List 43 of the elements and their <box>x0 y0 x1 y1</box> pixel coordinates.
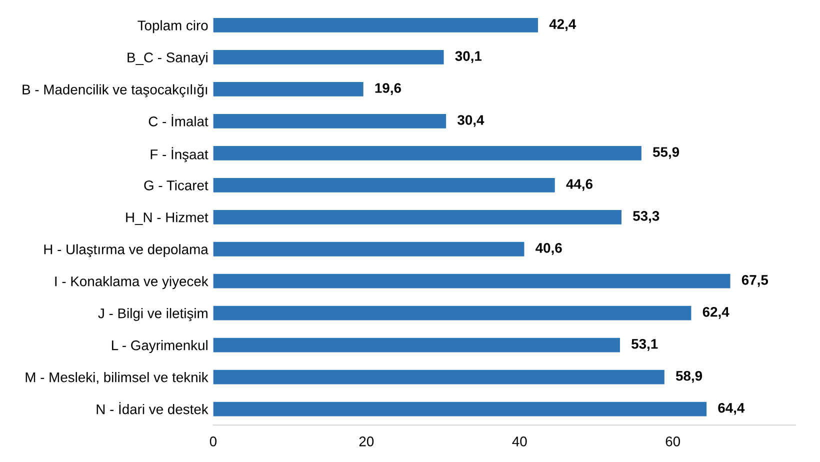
data-label: 58,9 <box>676 370 702 383</box>
bar <box>213 82 364 96</box>
data-label: 44,6 <box>566 179 592 191</box>
data-label: 53,3 <box>633 211 660 223</box>
bar <box>213 210 622 224</box>
y-tick-label: Toplam ciro <box>138 20 208 34</box>
y-tick-label: N - İdari ve destek <box>96 402 208 414</box>
bar <box>213 274 730 288</box>
x-tick-label: 0 <box>210 436 217 446</box>
bar <box>213 402 707 416</box>
data-label: 30,4 <box>458 115 484 127</box>
data-label: 19,6 <box>375 83 401 95</box>
data-label: 55,9 <box>652 147 680 159</box>
x-tick-label: 20 <box>359 436 374 446</box>
y-tick-label: B_C - Sanayi <box>128 52 208 66</box>
y-tick-label: L - Gayrimenkul <box>112 340 208 353</box>
x-tick-label: 60 <box>666 436 680 446</box>
data-label: 30,1 <box>455 51 482 63</box>
y-tick-label: G - Ticaret <box>144 180 208 190</box>
bar <box>213 306 692 320</box>
bar <box>213 18 538 32</box>
y-tick-label: B - Madencilik ve taşocakçılığı <box>22 84 208 98</box>
y-tick-label: I - Konaklama ve yiyecek <box>55 276 208 290</box>
y-tick-label: C - İmalat <box>148 114 208 126</box>
data-label: 40,6 <box>536 243 562 255</box>
bar <box>213 370 664 384</box>
bar <box>213 178 555 192</box>
bar <box>213 146 642 160</box>
bar <box>213 50 444 64</box>
data-label: 53,1 <box>632 338 658 351</box>
data-label: 67,5 <box>742 275 768 287</box>
bar <box>213 338 620 352</box>
y-tick-label: H - Ulaştırma ve depolama <box>44 244 208 258</box>
y-tick-label: H_N - Hizmet <box>126 212 208 225</box>
bar <box>213 242 524 256</box>
y-tick-label: F - İnşaat <box>150 147 208 162</box>
bar <box>213 114 446 128</box>
x-tick-label: 40 <box>512 436 527 446</box>
y-tick-label: M - Mesleki, bilimsel ve teknik <box>26 372 208 384</box>
data-label: 62,4 <box>702 306 730 319</box>
data-label: 42,4 <box>549 19 576 31</box>
data-label: 64,4 <box>718 402 745 415</box>
y-tick-label: J - Bilgi ve iletişim <box>98 308 208 322</box>
